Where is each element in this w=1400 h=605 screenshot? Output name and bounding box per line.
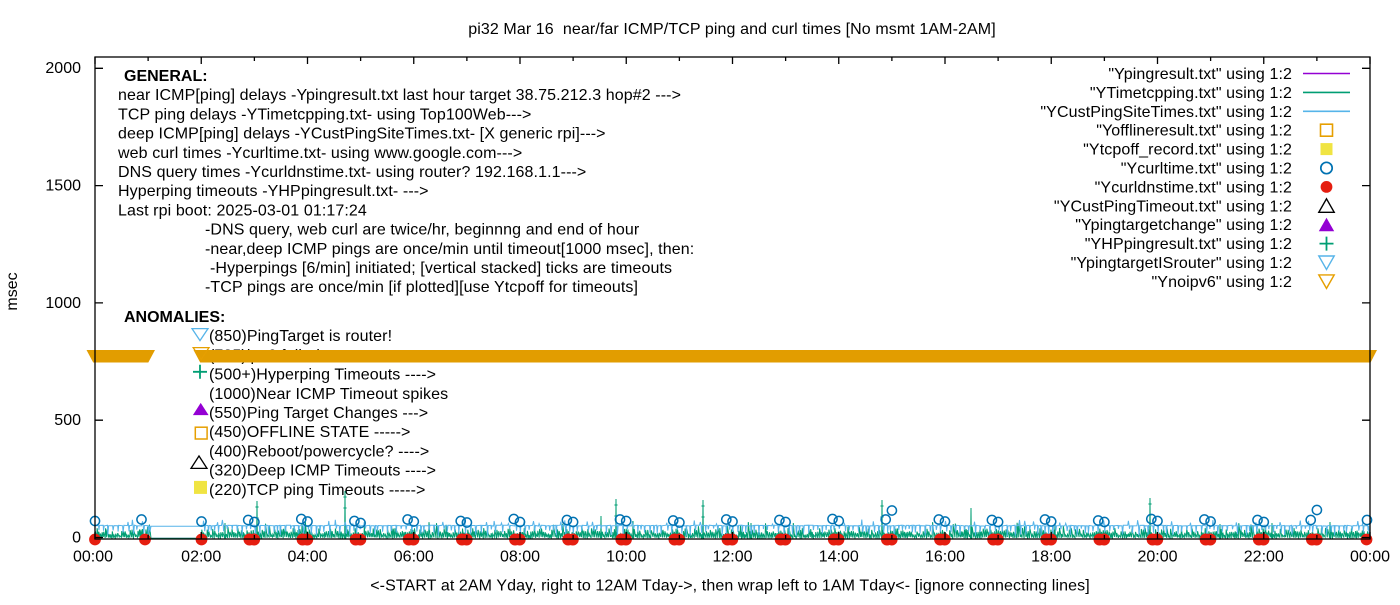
svg-text:web curl times -Ycurltime.txt-: web curl times -Ycurltime.txt- using www… — [117, 145, 522, 162]
svg-text:-near,deep ICMP pings are once: -near,deep ICMP pings are once/min until… — [205, 241, 694, 258]
svg-text:Hyperping timeouts -YHPpingres: Hyperping timeouts -YHPpingresult.txt- -… — [118, 183, 429, 200]
svg-text:500: 500 — [54, 412, 81, 429]
svg-text:Last rpi boot: 2025-03-01 01:1: Last rpi boot: 2025-03-01 01:17:24 — [118, 202, 367, 219]
svg-text:GENERAL:: GENERAL: — [124, 68, 208, 85]
svg-text:18:00: 18:00 — [1031, 549, 1071, 566]
svg-text:10:00: 10:00 — [606, 549, 646, 566]
svg-text:02:00: 02:00 — [181, 549, 221, 566]
svg-text:"Yofflineresult.txt" using 1:2: "Yofflineresult.txt" using 1:2 — [1096, 123, 1292, 140]
svg-text:"Ytcpoff_record.txt" using 1:2: "Ytcpoff_record.txt" using 1:2 — [1083, 142, 1292, 159]
svg-text:1500: 1500 — [45, 178, 81, 195]
svg-text:ANOMALIES:: ANOMALIES: — [124, 309, 225, 326]
svg-text:20:00: 20:00 — [1137, 549, 1177, 566]
svg-text:00:00: 00:00 — [73, 549, 113, 566]
svg-text:14:00: 14:00 — [819, 549, 859, 566]
svg-text:"YTimetcpping.txt" using 1:2: "YTimetcpping.txt" using 1:2 — [1090, 85, 1292, 102]
svg-text:"YCustPingSiteTimes.txt" using: "YCustPingSiteTimes.txt" using 1:2 — [1040, 104, 1292, 121]
svg-text:TCP ping delays -YTimetcpping.: TCP ping delays -YTimetcpping.txt- using… — [118, 106, 531, 123]
svg-text:(320)Deep ICMP Timeouts ---->: (320)Deep ICMP Timeouts ----> — [209, 463, 436, 480]
svg-text:06:00: 06:00 — [394, 549, 434, 566]
svg-text:(220)TCP ping Timeouts ----->: (220)TCP ping Timeouts -----> — [209, 482, 425, 499]
svg-text:1000: 1000 — [45, 295, 81, 312]
svg-text:(450)OFFLINE STATE ----->: (450)OFFLINE STATE -----> — [209, 424, 410, 441]
svg-text:msec: msec — [4, 272, 21, 310]
svg-text:"YHPpingresult.txt" using 1:2: "YHPpingresult.txt" using 1:2 — [1085, 236, 1292, 253]
svg-text:DNS query times -Ycurldnstime.: DNS query times -Ycurldnstime.txt- using… — [118, 164, 586, 181]
svg-text:00:00: 00:00 — [1350, 549, 1390, 566]
svg-text:-Hyperpings [6/min] initiated;: -Hyperpings [6/min] initiated; [vertical… — [210, 260, 672, 277]
svg-text:(1000)Near ICMP Timeout spikes: (1000)Near ICMP Timeout spikes — [209, 386, 448, 403]
svg-text:"Ypingresult.txt" using 1:2: "Ypingresult.txt" using 1:2 — [1108, 66, 1292, 83]
svg-text:(850)PingTarget is router!: (850)PingTarget is router! — [209, 328, 392, 345]
svg-text:<-START at 2AM Yday, right to: <-START at 2AM Yday, right to 12AM Tday-… — [370, 578, 1090, 595]
svg-text:2000: 2000 — [45, 60, 81, 77]
svg-text:16:00: 16:00 — [925, 549, 965, 566]
svg-text:"Ypingtargetchange" using 1:2: "Ypingtargetchange" using 1:2 — [1075, 217, 1292, 234]
svg-text:(500+)Hyperping Timeouts ---->: (500+)Hyperping Timeouts ----> — [209, 367, 436, 384]
svg-text:near ICMP[ping] delays -Ypingr: near ICMP[ping] delays -Ypingresult.txt … — [118, 87, 681, 104]
svg-text:08:00: 08:00 — [500, 549, 540, 566]
svg-text:"Ycurldnstime.txt" using 1:2: "Ycurldnstime.txt" using 1:2 — [1095, 179, 1292, 196]
svg-text:22:00: 22:00 — [1244, 549, 1284, 566]
svg-text:pi32 Mar 16 near/far ICMP/TCP: pi32 Mar 16 near/far ICMP/TCP ping and c… — [468, 21, 996, 38]
svg-text:04:00: 04:00 — [287, 549, 327, 566]
svg-text:"YpingtargetISrouter" using 1:: "YpingtargetISrouter" using 1:2 — [1071, 255, 1292, 272]
svg-text:-DNS query, web curl are twice: -DNS query, web curl are twice/hr, begin… — [205, 222, 640, 239]
svg-text:"Ynoipv6" using 1:2: "Ynoipv6" using 1:2 — [1152, 274, 1292, 291]
svg-text:(550)Ping Target Changes --->: (550)Ping Target Changes ---> — [209, 405, 428, 422]
svg-text:"YCustPingTimeout.txt" using 1: "YCustPingTimeout.txt" using 1:2 — [1054, 198, 1292, 215]
svg-text:12:00: 12:00 — [712, 549, 752, 566]
svg-text:deep ICMP[ping] delays -YCustP: deep ICMP[ping] delays -YCustPingSiteTim… — [118, 126, 606, 143]
svg-text:-TCP pings are once/min [if pl: -TCP pings are once/min [if plotted][use… — [205, 279, 638, 296]
svg-text:0: 0 — [72, 529, 81, 546]
svg-text:(400)Reboot/powercycle? ---->: (400)Reboot/powercycle? ----> — [209, 443, 429, 460]
svg-text:"Ycurltime.txt" using 1:2: "Ycurltime.txt" using 1:2 — [1121, 161, 1292, 178]
